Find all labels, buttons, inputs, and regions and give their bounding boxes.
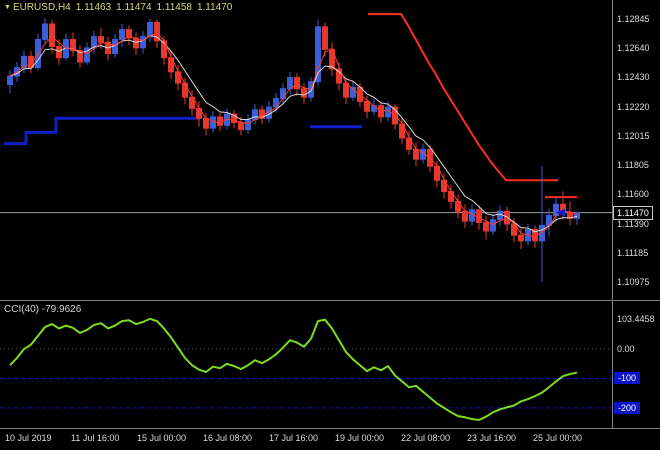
price-axis-label: 1.11390: [617, 218, 649, 229]
ma-slow-line: [9, 34, 578, 233]
time-axis[interactable]: 10 Jul 2019 11 Jul 16:00 15 Jul 00:00 16 Ju…: [0, 428, 660, 450]
time-axis-label: 23 Jul 16:00: [467, 433, 517, 443]
ma-fast-line: [9, 32, 578, 238]
current-price-tag: 1.11470: [613, 205, 653, 220]
candles-layer: [7, 18, 580, 282]
quote-high: 1.11474: [116, 2, 152, 13]
cci-axis-label: 0.00: [617, 344, 635, 355]
support-step-line: [4, 116, 200, 146]
time-axis-label: 10 Jul 2019: [5, 433, 52, 443]
time-axis-label: 25 Jul 00:00: [533, 433, 583, 443]
quote-low: 1.11458: [156, 2, 192, 13]
cci-axis-label: 103.4458: [617, 313, 655, 324]
time-axis-label: 19 Jul 00:00: [335, 433, 385, 443]
indicator-label: CCI(40) -79.9626: [4, 304, 82, 315]
quote-open: 1.11463: [75, 2, 112, 13]
time-axis-label: 11 Jul 16:00: [71, 433, 120, 443]
time-axis-label: 22 Jul 08:00: [401, 433, 451, 443]
price-axis-label: 1.11185: [617, 247, 649, 258]
cci-line: [9, 317, 578, 421]
price-axis-label: 1.12430: [617, 72, 650, 83]
time-axis-label: 17 Jul 16:00: [269, 433, 319, 443]
ohlc-readout: ▼ EURUSD,H4 1.11463 1.11474 1.11458 1.11470: [4, 2, 237, 13]
price-axis-label: 1.12015: [617, 130, 650, 141]
price-axis-label: 1.12220: [617, 102, 650, 113]
resistance-step-line: [368, 13, 558, 182]
price-marker-arrow: [556, 208, 565, 217]
price-axis-label: 1.10975: [617, 277, 650, 288]
symbol-timeframe-label: EURUSD,H4: [12, 2, 71, 13]
quote-close: 1.11470: [196, 2, 233, 13]
cci-level-tag: -200: [614, 401, 641, 414]
price-axis-label: 1.12640: [617, 42, 650, 53]
cci-level-tag: -100: [614, 372, 641, 385]
price-axis-label: 1.11600: [617, 189, 649, 200]
time-axis-label: 16 Jul 08:00: [203, 433, 253, 443]
price-axis[interactable]: 1.11470 1.12845 1.12640 1.12430 1.12220 1.12…: [612, 0, 660, 428]
price-axis-label: 1.11805: [617, 160, 649, 171]
symbol-dropdown-icon[interactable]: ▼: [4, 4, 11, 11]
time-axis-label: 15 Jul 00:00: [137, 433, 187, 443]
price-axis-label: 1.12845: [617, 14, 650, 24]
